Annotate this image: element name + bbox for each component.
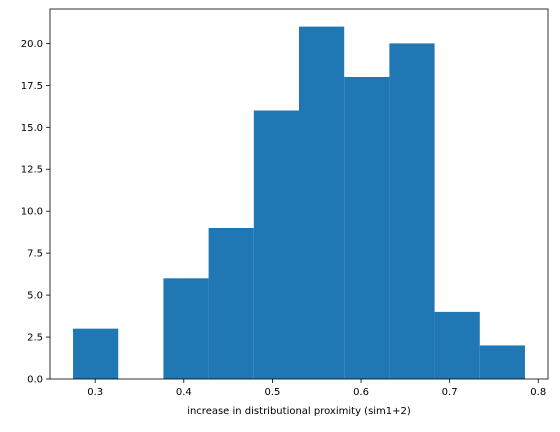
x-tick-label: 0.3 (87, 387, 103, 398)
histogram-bar (344, 76, 390, 380)
x-axis-ticks: 0.3 0.4 0.5 0.6 0.7 0.8 (87, 379, 546, 398)
histogram-bar (479, 345, 525, 379)
y-tick-label: 10.0 (21, 207, 43, 218)
x-axis-label: increase in distributional proximity (si… (187, 406, 411, 417)
y-tick-label: 2.5 (27, 333, 43, 344)
histogram-bar (253, 110, 299, 379)
histogram-bar (389, 43, 435, 379)
y-tick-label: 12.5 (21, 165, 43, 176)
plot-frame (49, 8, 549, 380)
x-tick-label: 0.5 (264, 387, 280, 398)
bars-group (73, 26, 525, 380)
histogram-bar (434, 311, 480, 379)
x-tick-label: 0.6 (353, 387, 369, 398)
y-tick-label: 5.0 (27, 291, 43, 302)
histogram-bar (299, 26, 345, 379)
histogram-bar (208, 227, 254, 379)
histogram-bar (163, 278, 209, 379)
y-tick-label: 20.0 (21, 39, 43, 50)
y-tick-label: 0.0 (27, 375, 43, 386)
y-tick-label: 15.0 (21, 123, 43, 134)
y-axis-ticks: 0.0 2.5 5.0 7.5 10.0 12.5 15.0 17.5 20.0 (21, 39, 50, 386)
y-tick-label: 7.5 (27, 249, 43, 260)
y-tick-label: 17.5 (21, 81, 43, 92)
histogram-bar (73, 328, 119, 379)
x-tick-label: 0.8 (530, 387, 546, 398)
x-tick-label: 0.7 (442, 387, 458, 398)
x-tick-label: 0.4 (176, 387, 192, 398)
